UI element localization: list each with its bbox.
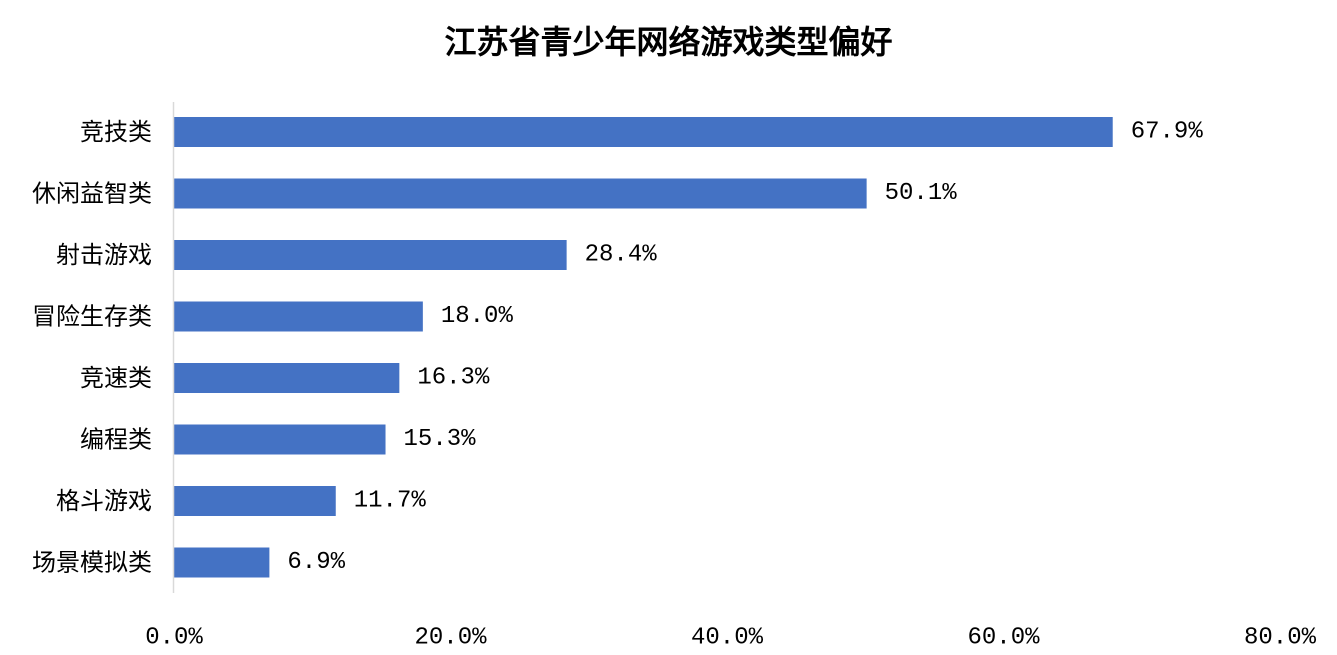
data-label: 16.3% — [417, 365, 490, 392]
x-tick-label: 0.0% — [145, 625, 203, 652]
bar — [174, 486, 336, 516]
bar — [174, 117, 1113, 147]
bar — [174, 547, 270, 578]
category-label: 射击游戏 — [56, 241, 152, 269]
data-label: 18.0% — [441, 303, 514, 330]
data-label: 67.9% — [1131, 119, 1204, 146]
category-label: 竞速类 — [80, 364, 152, 392]
data-label: 50.1% — [885, 180, 958, 207]
bar — [174, 424, 386, 455]
category-label: 场景模拟类 — [32, 549, 152, 577]
bar — [174, 178, 867, 209]
x-tick-label: 80.0% — [1244, 625, 1317, 652]
chart-title: 江苏省青少年网络游戏类型偏好 — [444, 23, 893, 61]
category-label: 编程类 — [80, 426, 152, 454]
bar — [174, 363, 400, 393]
data-label: 28.4% — [585, 242, 658, 269]
data-label: 6.9% — [287, 549, 345, 576]
bar — [174, 240, 567, 270]
bar — [174, 301, 423, 332]
x-tick-label: 40.0% — [691, 625, 764, 652]
category-label: 冒险生存类 — [32, 303, 152, 331]
category-label: 格斗游戏 — [56, 487, 152, 515]
x-tick-label: 60.0% — [967, 625, 1040, 652]
category-label: 竞技类 — [80, 118, 152, 146]
data-label: 11.7% — [354, 488, 427, 515]
category-label: 休闲益智类 — [32, 180, 152, 208]
bars-layer — [174, 117, 1113, 578]
x-tick-label: 20.0% — [414, 625, 487, 652]
data-label: 15.3% — [404, 426, 477, 453]
labels-layer: 竞技类 67.9% 休闲益智类 50.1% 射击游戏 28.4% 冒险生存类 18.0% 竞速类… — [32, 118, 1317, 652]
